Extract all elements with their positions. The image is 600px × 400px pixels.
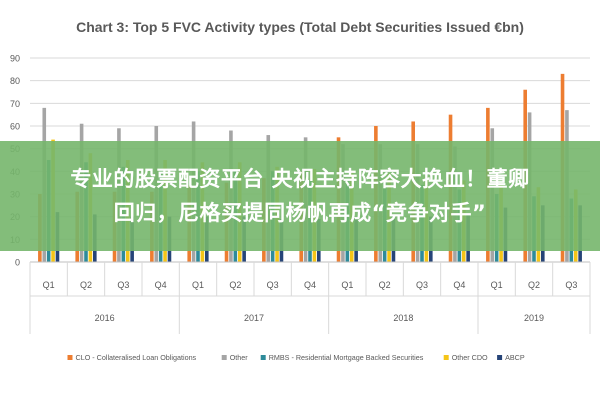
year-label: 2019 — [524, 313, 544, 323]
x-tick-label: Q2 — [80, 280, 92, 290]
overlay-headline-line2: 回归，尼格买提同杨帆再成“竞争对手” — [113, 201, 487, 225]
year-label: 2018 — [393, 313, 413, 323]
legend-label: RMBS - Residential Mortgage Backed Secur… — [269, 353, 424, 362]
x-tick-label: Q2 — [229, 280, 241, 290]
y-tick-label: 90 — [10, 54, 20, 64]
y-tick-label: 70 — [10, 99, 20, 109]
x-tick-label: Q1 — [43, 280, 55, 290]
y-tick-label: 60 — [10, 122, 20, 132]
x-tick-label: Q1 — [192, 280, 204, 290]
chart-title: Chart 3: Top 5 FVC Activity types (Total… — [76, 19, 524, 35]
legend-label: Other — [230, 353, 249, 362]
legend-swatch — [221, 355, 227, 360]
legend-swatch — [260, 355, 266, 360]
legend-swatch — [497, 355, 503, 360]
x-tick-label: Q1 — [341, 280, 353, 290]
x-tick-label: Q1 — [491, 280, 503, 290]
y-tick-label: 80 — [10, 76, 20, 86]
year-label: 2017 — [244, 313, 264, 323]
legend-label: Other CDO — [452, 353, 488, 362]
x-tick-label: Q4 — [304, 280, 316, 290]
x-tick-label: Q2 — [379, 280, 391, 290]
x-tick-label: Q3 — [565, 280, 577, 290]
x-tick-label: Q4 — [453, 280, 465, 290]
year-label: 2016 — [95, 313, 115, 323]
y-tick-label: 0 — [15, 258, 20, 268]
x-tick-label: Q3 — [416, 280, 428, 290]
x-tick-label: Q3 — [117, 280, 129, 290]
x-tick-label: Q3 — [267, 280, 279, 290]
x-tick-label: Q2 — [528, 280, 540, 290]
legend-label: ABCP — [505, 353, 525, 362]
x-tick-label: Q4 — [155, 280, 167, 290]
legend-label: CLO - Collateralised Loan Obligations — [76, 353, 197, 362]
overlay-banner[interactable]: 专业的股票配资平台 央视主持阵容大换血！董卿 回归，尼格买提同杨帆再成“竞争对手… — [0, 141, 600, 251]
legend-swatch — [443, 355, 449, 360]
overlay-headline-line1: 专业的股票配资平台 央视主持阵容大换血！董卿 — [70, 167, 530, 191]
legend-swatch — [67, 355, 73, 360]
